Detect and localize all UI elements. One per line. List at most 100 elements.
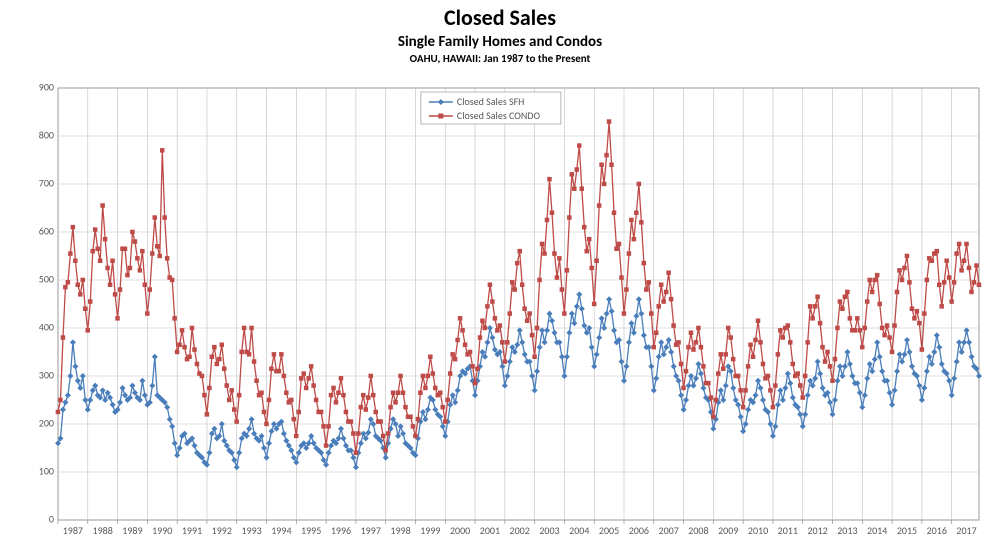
series-marker [748, 342, 753, 347]
series-marker [663, 344, 669, 350]
series-marker [838, 299, 843, 304]
series-marker [859, 404, 865, 410]
series-marker [172, 440, 178, 446]
series-marker [344, 410, 349, 415]
series-marker [489, 335, 495, 341]
series-marker [368, 416, 374, 422]
series-marker [711, 414, 716, 419]
series-marker [906, 349, 912, 355]
series-marker [508, 311, 513, 316]
x-tick-label: 1991 [182, 524, 202, 537]
series-marker [731, 357, 736, 362]
series-marker [368, 374, 373, 379]
series-marker [900, 278, 905, 283]
series-marker [867, 361, 873, 367]
x-tick-label: 1996 [331, 524, 351, 537]
series-marker [597, 203, 602, 208]
series-marker [842, 363, 848, 369]
series-marker [820, 345, 825, 350]
series-marker [626, 339, 632, 345]
series-marker [664, 290, 669, 295]
series-marker [921, 385, 927, 391]
series-marker [390, 416, 396, 422]
series-marker [286, 443, 292, 449]
series-marker [421, 374, 426, 379]
series-marker [61, 335, 66, 340]
series-marker [220, 342, 225, 347]
x-tick-label: 1988 [93, 524, 113, 537]
series-marker [350, 455, 356, 461]
series-marker [740, 428, 746, 434]
series-marker [926, 354, 932, 360]
y-tick-label: 200 [39, 416, 54, 429]
series-marker [843, 294, 848, 299]
series-marker [952, 280, 957, 285]
series-marker [279, 352, 284, 357]
series-marker [149, 383, 155, 389]
series-marker [775, 402, 781, 408]
series-marker [450, 392, 456, 398]
series-marker [331, 386, 336, 391]
series-marker [623, 363, 629, 369]
series-marker [839, 373, 845, 379]
series-marker [306, 376, 311, 381]
x-tick-label: 2000 [450, 524, 470, 537]
x-tick-label: 2009 [718, 524, 738, 537]
series-marker [766, 374, 771, 379]
series-marker [701, 364, 706, 369]
series-marker [200, 374, 205, 379]
series-marker [65, 392, 71, 398]
series-marker [142, 392, 148, 398]
series-marker [628, 320, 634, 326]
series-marker [649, 311, 654, 316]
series-marker [579, 186, 584, 191]
series-marker [360, 431, 366, 437]
series-marker [475, 366, 480, 371]
series-marker [654, 330, 659, 335]
series-marker [934, 249, 939, 254]
series-marker [976, 373, 982, 379]
series-marker [480, 349, 486, 355]
series-marker [234, 419, 239, 424]
series-marker [133, 239, 138, 244]
series-marker [338, 426, 344, 432]
series-marker [107, 395, 113, 401]
series-marker [95, 246, 100, 251]
series-marker [468, 350, 473, 355]
series-marker [905, 254, 910, 259]
series-marker [378, 419, 383, 424]
series-marker [326, 424, 331, 429]
series-marker [699, 345, 704, 350]
series-marker [433, 386, 438, 391]
series-marker [395, 433, 401, 439]
series-marker [820, 385, 826, 391]
series-marker [148, 287, 153, 292]
series-marker [110, 402, 116, 408]
series-marker [644, 287, 649, 292]
series-marker [105, 390, 111, 396]
x-tick-label: 2016 [927, 524, 947, 537]
series-marker [288, 447, 294, 453]
series-marker [929, 361, 935, 367]
series-marker [786, 323, 791, 328]
series-marker [281, 431, 287, 437]
series-marker [359, 405, 364, 410]
series-marker [363, 435, 369, 441]
series-marker [172, 316, 177, 321]
series-marker [314, 398, 319, 403]
series-marker [669, 297, 674, 302]
series-marker [478, 335, 483, 340]
series-marker [431, 371, 436, 376]
series-marker [550, 210, 555, 215]
series-marker [205, 412, 210, 417]
series-marker [661, 351, 667, 357]
legend-label: Closed Sales SFH [457, 95, 525, 108]
series-marker [869, 368, 875, 374]
series-marker [671, 323, 676, 328]
x-tick-label: 2007 [659, 524, 679, 537]
series-marker [448, 371, 453, 376]
series-marker [425, 407, 431, 413]
series-marker [847, 361, 853, 367]
series-marker [83, 306, 88, 311]
series-marker [115, 316, 120, 321]
